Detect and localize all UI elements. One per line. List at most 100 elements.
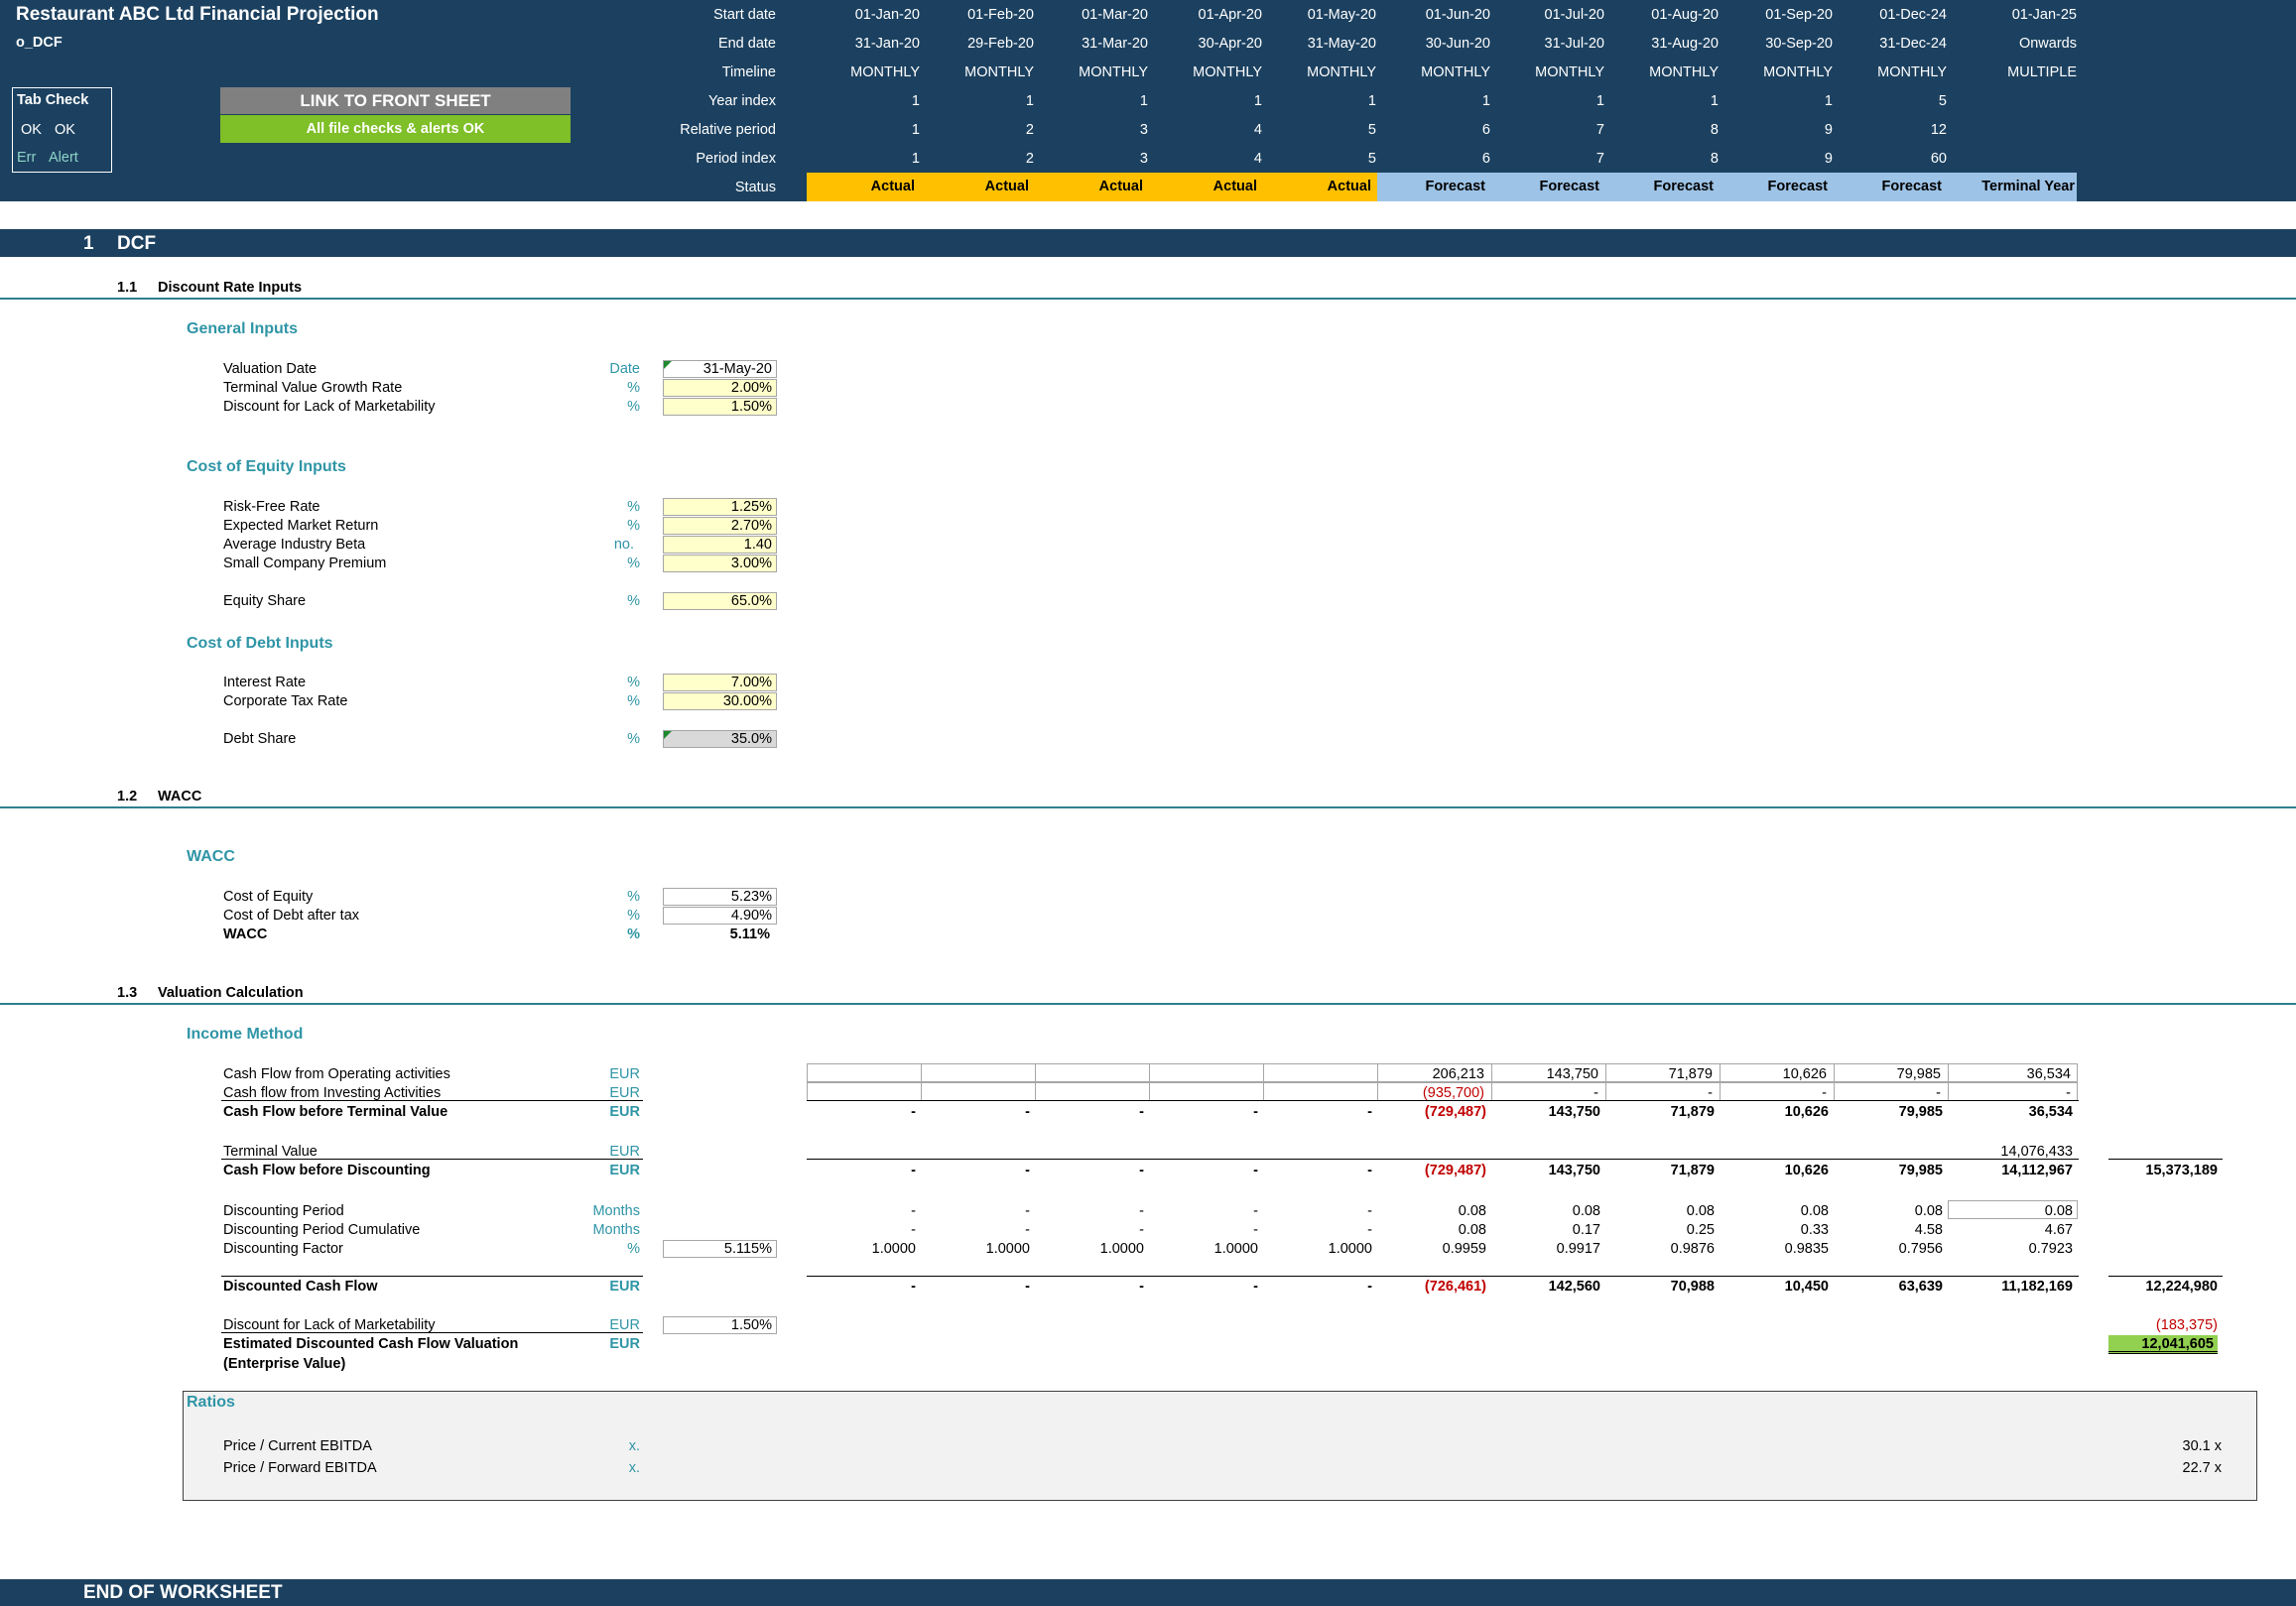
- cfbd-cell: -: [1025, 1163, 1030, 1178]
- footer-band: [0, 1579, 2296, 1606]
- timeline-cell: MONTHLY: [850, 64, 920, 80]
- dcf-cell: -: [911, 1279, 916, 1295]
- cfo-cell: 143,750: [1546, 1066, 1598, 1082]
- price-forward-ebitda-unit: x.: [628, 1460, 640, 1476]
- cfbd-cell: -: [1253, 1163, 1258, 1178]
- dcf-cell: 10,450: [1784, 1279, 1829, 1295]
- link-to-front-sheet-button[interactable]: LINK TO FRONT SHEET: [220, 87, 571, 114]
- period-index-cell: 1: [911, 151, 920, 167]
- risk-free-input[interactable]: 1.25%: [663, 498, 777, 516]
- beta-label: Average Industry Beta: [223, 537, 366, 553]
- dcf-cell: 142,560: [1548, 1279, 1600, 1295]
- dlom-input[interactable]: 1.50%: [663, 398, 777, 416]
- comment-marker-icon: [664, 361, 672, 369]
- df-label: Discounting Factor: [223, 1241, 343, 1257]
- end-date-cell: 30-Apr-20: [1198, 36, 1262, 52]
- period-index-cell: 5: [1367, 151, 1376, 167]
- status-cell: Actual: [1263, 173, 1377, 201]
- cfbtv-cell: 36,534: [2028, 1104, 2073, 1120]
- df-cell: 0.9876: [1670, 1241, 1715, 1257]
- tab-check-ok-value: OK: [55, 122, 75, 138]
- relative-period-cell: 4: [1253, 122, 1262, 138]
- valuation-date-input[interactable]: 31-May-20: [663, 360, 777, 378]
- tax-rate-input[interactable]: 30.00%: [663, 692, 777, 710]
- price-current-ebitda-unit: x.: [628, 1438, 640, 1454]
- subsection-divider: [0, 1003, 2296, 1005]
- cfbtv-cell: -: [1139, 1104, 1144, 1120]
- section-title: DCF: [117, 233, 157, 254]
- subsection-number: 1.3: [117, 985, 138, 1001]
- header-label-relative-period: Relative period: [680, 122, 776, 138]
- tv-unit: EUR: [609, 1144, 640, 1160]
- start-date-cell: 01-Dec-24: [1879, 7, 1947, 23]
- status-cell: Actual: [807, 173, 921, 201]
- start-date-cell: 01-Feb-20: [967, 7, 1034, 23]
- period-index-cell: 2: [1025, 151, 1034, 167]
- cfbtv-cell: -: [1253, 1104, 1258, 1120]
- dlom-unit: %: [627, 399, 640, 415]
- dlm-rate: 1.50%: [663, 1316, 777, 1334]
- price-forward-ebitda-value: 22.7 x: [2182, 1460, 2223, 1476]
- small-company-premium-input[interactable]: 3.00%: [663, 555, 777, 572]
- cfo-cell: 206,213: [1432, 1066, 1484, 1082]
- cfbd-cell: 10,626: [1784, 1163, 1829, 1178]
- valuation-date-label: Valuation Date: [223, 361, 318, 377]
- dcf-cell: -: [1025, 1279, 1030, 1295]
- grid-cell-border: [921, 1082, 1036, 1101]
- grid-cell-border: [1948, 1063, 2078, 1082]
- end-date-cell: 31-Dec-24: [1879, 36, 1947, 52]
- end-date-cell: 31-Aug-20: [1651, 36, 1719, 52]
- header-label-timeline: Timeline: [721, 64, 776, 80]
- cfo-unit: EUR: [609, 1066, 640, 1082]
- terminal-growth-input[interactable]: 2.00%: [663, 379, 777, 397]
- edcf-label: Estimated Discounted Cash Flow Valuation: [223, 1336, 519, 1352]
- dcf-cell: (726,461): [1424, 1279, 1486, 1295]
- dcf-total: 12,224,980: [2145, 1279, 2218, 1295]
- beta-input[interactable]: 1.40: [663, 536, 777, 554]
- terminal-growth-label: Terminal Value Growth Rate: [223, 380, 403, 396]
- dlm-unit: EUR: [609, 1317, 640, 1333]
- end-date-cell: 30-Sep-20: [1765, 36, 1833, 52]
- cfbd-cell: -: [1367, 1163, 1372, 1178]
- dpc-cell: 0.08: [1458, 1222, 1486, 1238]
- dcf-label: Discounted Cash Flow: [223, 1279, 378, 1295]
- timeline-cell: MONTHLY: [1535, 64, 1604, 80]
- relative-period-cell: 2: [1025, 122, 1034, 138]
- tv-cell: 14,076,433: [2000, 1144, 2073, 1160]
- market-return-input[interactable]: 2.70%: [663, 517, 777, 535]
- tab-check-box: [12, 87, 112, 173]
- timeline-cell: MONTHLY: [1079, 64, 1148, 80]
- timeline-cell: MONTHLY: [1307, 64, 1376, 80]
- underline: [807, 1159, 2079, 1160]
- dp-cell: 0.08: [1458, 1203, 1486, 1219]
- equity-share-label: Equity Share: [223, 593, 307, 609]
- df-cell: 1.0000: [985, 1241, 1030, 1257]
- timeline-cell: MONTHLY: [1649, 64, 1719, 80]
- edcf-label-line2: (Enterprise Value): [223, 1356, 346, 1372]
- equity-share-input[interactable]: 65.0%: [663, 592, 777, 610]
- status-cell: Actual: [921, 173, 1035, 201]
- cfbtv-cell: 71,879: [1670, 1104, 1715, 1120]
- interest-rate-unit: %: [627, 675, 640, 690]
- dp-unit: Months: [592, 1203, 640, 1219]
- tab-check-label: Tab Check: [17, 92, 89, 108]
- timeline-cell: MONTHLY: [1877, 64, 1947, 80]
- subsection-title: Discount Rate Inputs: [158, 280, 303, 296]
- cfbtv-cell: (729,487): [1424, 1104, 1486, 1120]
- grid-cell-border: [807, 1063, 922, 1082]
- dpc-cell: 4.58: [1914, 1222, 1943, 1238]
- year-index-cell: 1: [1367, 93, 1376, 109]
- interest-rate-input[interactable]: 7.00%: [663, 674, 777, 691]
- period-index-cell: 6: [1481, 151, 1490, 167]
- underline: [2108, 1159, 2223, 1160]
- period-index-cell: 4: [1253, 151, 1262, 167]
- header-label-start-date: Start date: [713, 7, 776, 23]
- cfi-cell: -: [2066, 1085, 2071, 1101]
- terminal-growth-unit: %: [627, 380, 640, 396]
- end-date-cell: 31-Mar-20: [1082, 36, 1148, 52]
- price-current-ebitda-label: Price / Current EBITDA: [223, 1438, 372, 1454]
- dp-cell: -: [1253, 1203, 1258, 1219]
- cfbd-cell: -: [1139, 1163, 1144, 1178]
- risk-free-label: Risk-Free Rate: [223, 499, 320, 515]
- cfbtv-unit: EUR: [609, 1104, 640, 1120]
